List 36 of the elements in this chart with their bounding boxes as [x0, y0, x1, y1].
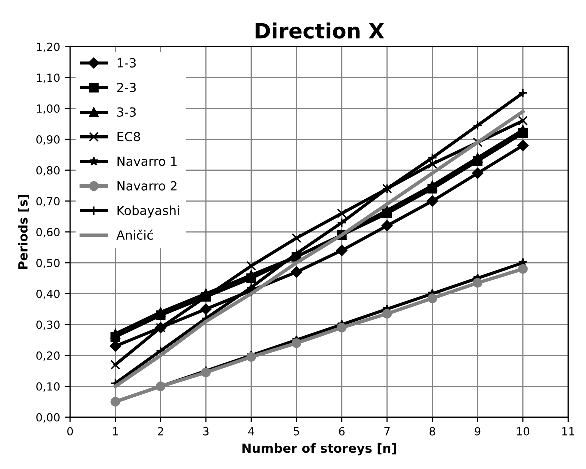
legend-label: 1-3 — [118, 58, 136, 68]
legend-label: Navarro 2 — [118, 181, 177, 191]
x-tick-label: 8 — [430, 427, 436, 436]
x-tick-label: 2 — [158, 427, 164, 436]
x-tick-label: 5 — [294, 427, 300, 436]
y-tick-label: 0,30 — [36, 320, 60, 330]
legend-label: Kobayashi — [118, 206, 180, 218]
x-tick-label: 6 — [339, 427, 345, 436]
y-tick-label: 0,10 — [36, 382, 60, 392]
y-tick-label: 0,40 — [36, 290, 60, 300]
x-axis-title: Number of storeys [n] — [242, 443, 396, 456]
legend-label: 2-3 — [117, 82, 136, 92]
x-tick-label: 7 — [384, 427, 390, 436]
x-tick-label: 9 — [475, 427, 481, 436]
y-tick-label: 0,60 — [36, 228, 60, 238]
legend-label: Navarro 1 — [118, 156, 177, 166]
x-tick-label: 1 — [113, 427, 118, 436]
x-tick-label: 4 — [248, 427, 254, 436]
x-tick-label: 10 — [517, 427, 530, 436]
x-tick-label: 0 — [68, 427, 74, 436]
y-tick-label: 1,10 — [37, 74, 60, 84]
x-tick-label: 3 — [203, 427, 209, 436]
legend-label: EC8 — [118, 132, 140, 142]
x-tick-label: 11 — [562, 427, 574, 436]
y-tick-label: 0,50 — [36, 259, 60, 269]
legend-label: Aničić — [116, 230, 153, 240]
y-tick-label: 0,70 — [36, 197, 60, 207]
y-tick-label: 1,20 — [37, 42, 60, 52]
legend-label: 3-3 — [118, 108, 136, 118]
y-tick-label: 0,00 — [36, 413, 60, 423]
y-tick-label: 0,80 — [36, 166, 60, 176]
y-tick-label: 0,90 — [36, 136, 60, 146]
y-tick-label: 0,20 — [36, 352, 60, 362]
y-tick-label: 1,00 — [37, 104, 60, 114]
y-axis-title: Periods [s] — [18, 195, 30, 270]
chart-title: Direction X — [256, 22, 384, 39]
